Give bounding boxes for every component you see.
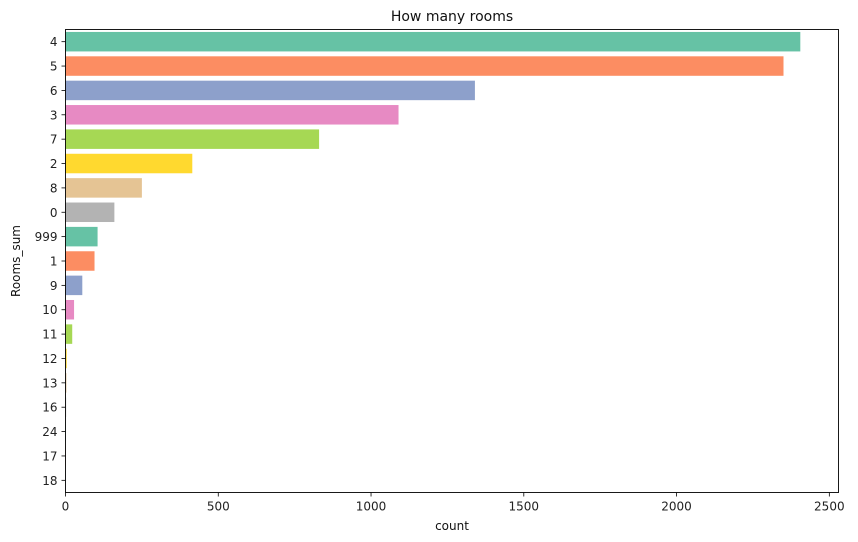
bar-9: [65, 275, 83, 296]
bar-4: [65, 31, 801, 52]
y-tick-label: 10: [42, 303, 57, 317]
bar-2: [65, 153, 193, 174]
bar-7: [65, 129, 320, 149]
y-tick-label: 11: [42, 328, 57, 342]
bar-3: [65, 105, 399, 125]
chart-title: How many rooms: [391, 9, 513, 25]
x-tick-label: 1000: [356, 500, 387, 514]
y-tick-label: 12: [42, 352, 57, 366]
x-axis-title: count: [435, 519, 469, 533]
y-tick-label: 3: [50, 108, 58, 122]
plot-frame: [65, 29, 839, 493]
x-axis: 0 500 1000 1500 2000 2500: [62, 492, 845, 514]
bar-1: [65, 251, 95, 271]
bars: [65, 31, 801, 491]
y-tick-label: 1: [50, 255, 58, 269]
y-tick-label: 999: [35, 230, 58, 244]
bar-0: [65, 202, 115, 223]
bar-8: [65, 178, 142, 198]
x-tick-label: 1500: [509, 500, 540, 514]
bar-12: [65, 348, 67, 369]
bar-11: [65, 324, 73, 344]
bar-6: [65, 80, 475, 101]
x-tick-label: 2000: [661, 500, 692, 514]
y-tick-label: 7: [50, 133, 58, 147]
y-tick-label: 13: [42, 376, 57, 390]
y-tick-label: 5: [50, 60, 58, 74]
x-tick-label: 500: [207, 500, 230, 514]
y-tick-label: 4: [50, 35, 58, 49]
y-tick-label: 2: [50, 157, 58, 171]
y-tick-label: 6: [50, 84, 58, 98]
y-tick-label: 9: [50, 279, 58, 293]
x-tick-label: 2500: [814, 500, 845, 514]
y-axis: 4 5 6 3 7 2 8 0 999 1 9 10 11 12 13 16 24 17 18: [35, 35, 66, 488]
y-tick-label: 16: [42, 401, 57, 415]
y-tick-label: 0: [50, 206, 58, 220]
y-tick-label: 17: [42, 449, 57, 463]
y-tick-label: 18: [42, 474, 57, 488]
y-tick-label: 24: [42, 425, 57, 439]
bar-10: [65, 299, 75, 320]
bar-999: [65, 226, 98, 247]
y-axis-title: Rooms_sum: [9, 225, 23, 297]
bar-5: [65, 56, 784, 76]
y-tick-label: 8: [50, 181, 58, 195]
bar-13: [65, 373, 67, 393]
x-tick-label: 0: [62, 500, 70, 514]
